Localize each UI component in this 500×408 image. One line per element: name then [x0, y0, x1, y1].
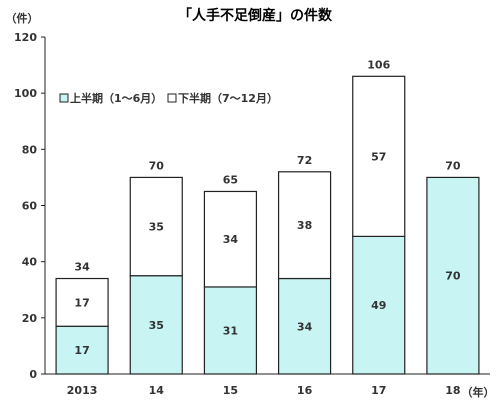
- data-label-first-half: 35: [149, 319, 164, 332]
- data-label-total: 72: [297, 154, 312, 167]
- bar-second-half: [203, 190, 258, 288]
- bar-first-half: [55, 325, 109, 375]
- x-tick-label: 16: [297, 384, 313, 397]
- legend-label-first-half: 上半期（1～6月）: [70, 91, 162, 105]
- bar-second-half: [352, 75, 406, 237]
- bar-first-half: [352, 235, 406, 375]
- bar-second-half: [129, 176, 183, 277]
- data-label-second-half: 38: [297, 219, 312, 232]
- bar-first-half: [129, 275, 183, 375]
- y-tick-label: 100: [14, 87, 37, 100]
- data-label-first-half: 17: [74, 344, 89, 357]
- data-label-second-half: 17: [74, 296, 89, 309]
- data-label-first-half: 49: [371, 299, 386, 312]
- y-axis-unit: （件）: [6, 11, 39, 25]
- data-label-second-half: 57: [371, 150, 386, 163]
- data-label-total: 106: [367, 58, 390, 71]
- data-label-total: 70: [445, 159, 461, 172]
- x-tick-label: 17: [371, 384, 386, 397]
- x-tick-label: 14: [149, 384, 165, 397]
- data-label-second-half: 34: [223, 233, 239, 246]
- chart-title: 「人手不足倒産」の件数: [178, 7, 333, 24]
- bars: [55, 75, 480, 375]
- bar-first-half: [426, 176, 480, 375]
- data-label-first-half: 70: [445, 270, 461, 283]
- data-label-second-half: 35: [149, 221, 164, 234]
- data-label-first-half: 31: [223, 324, 238, 337]
- y-tick-label: 60: [22, 200, 38, 213]
- bar-second-half: [55, 277, 109, 327]
- data-label-total: 70: [149, 159, 165, 172]
- x-tick-label: 15: [223, 384, 238, 397]
- y-tick-label: 0: [29, 368, 37, 381]
- legend: 上半期（1～6月） 下半期（7～12月）: [59, 91, 278, 105]
- data-label-total: 34: [74, 261, 90, 274]
- bar-second-half: [277, 171, 332, 280]
- y-tick-label: 80: [22, 143, 38, 156]
- x-tick-label: 2013: [67, 384, 98, 397]
- x-axis-unit: （年）: [462, 385, 495, 399]
- legend-label-second-half: 下半期（7～12月）: [178, 91, 278, 105]
- x-tick-label: 18: [445, 384, 460, 397]
- legend-swatch-first-half: [59, 93, 69, 103]
- y-tick-label: 120: [14, 31, 37, 44]
- data-labels: 17 17 34 35 35 70 31 34 65 34 38 72 49 57 106 70 70: [74, 58, 460, 357]
- y-tick-label: 20: [22, 312, 38, 325]
- axes: 0 20 40 60 80 100 120 2013 14 15 16 17 18: [14, 31, 490, 397]
- y-tick-label: 40: [22, 256, 38, 269]
- bar-first-half: [277, 277, 332, 375]
- data-label-total: 65: [223, 173, 238, 186]
- legend-swatch-second-half: [167, 93, 177, 103]
- data-label-first-half: 34: [297, 320, 313, 333]
